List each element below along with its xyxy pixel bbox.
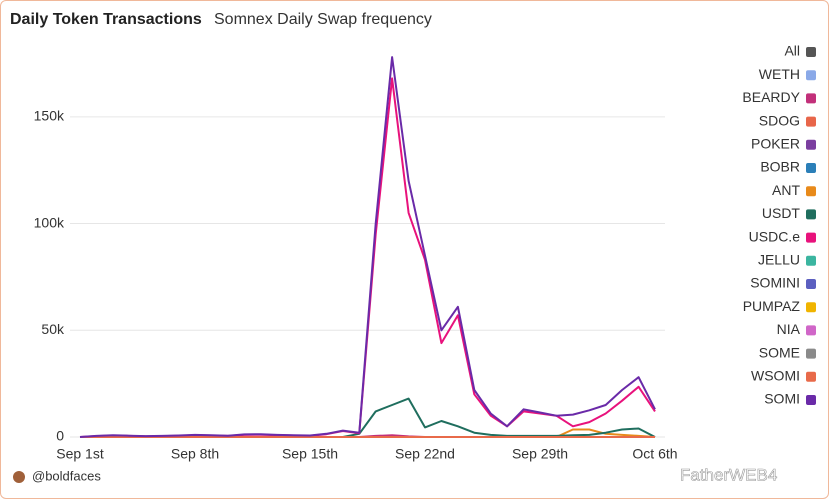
legend-swatch bbox=[806, 348, 816, 359]
legend-label: USDC.e bbox=[749, 228, 801, 244]
legend-swatch bbox=[806, 371, 816, 382]
y-tick-label: 50k bbox=[41, 321, 65, 337]
legend-swatch bbox=[806, 279, 816, 289]
line-series bbox=[79, 56, 656, 438]
legend-label: ANT bbox=[772, 182, 800, 198]
chart-title: Daily Token Transactions bbox=[10, 11, 202, 28]
legend-label: WETH bbox=[759, 66, 800, 82]
legend-label: SDOG bbox=[759, 112, 800, 128]
credit: @boldfaces bbox=[32, 468, 101, 483]
watermark: FatherWEB4 bbox=[680, 465, 777, 484]
legend-label: WSOMI bbox=[751, 368, 800, 384]
y-tick-label: 150k bbox=[34, 108, 65, 124]
avatar bbox=[13, 471, 25, 483]
legend-swatch bbox=[806, 209, 816, 220]
x-tick-label: Sep 1st bbox=[56, 446, 104, 462]
legend-swatch bbox=[806, 93, 816, 104]
legend-label: All bbox=[784, 43, 800, 59]
x-tick-label: Sep 29th bbox=[512, 446, 568, 462]
legend-swatch bbox=[806, 302, 816, 313]
legend-label: SOMI bbox=[764, 391, 800, 407]
legend-label: USDT bbox=[762, 205, 801, 221]
legend-label: BEARDY bbox=[742, 89, 800, 105]
legend-label: BOBR bbox=[760, 159, 800, 175]
legend-swatch bbox=[806, 70, 816, 81]
legend-label: SOME bbox=[759, 344, 800, 360]
legend-swatch bbox=[806, 139, 816, 150]
line-series bbox=[79, 77, 656, 438]
legend-swatch bbox=[806, 255, 816, 266]
legend-label: JELLU bbox=[758, 252, 800, 268]
legend-swatch bbox=[806, 325, 816, 336]
chart-subtitle: Somnex Daily Swap frequency bbox=[214, 11, 432, 28]
legend-swatch bbox=[806, 163, 816, 173]
x-tick-label: Sep 22nd bbox=[395, 446, 455, 462]
legend-swatch bbox=[806, 395, 816, 405]
legend-label: NIA bbox=[777, 321, 801, 337]
x-tick-label: Oct 6th bbox=[632, 446, 677, 462]
legend-swatch bbox=[806, 47, 816, 57]
y-tick-label: 0 bbox=[56, 428, 64, 444]
y-tick-label: 100k bbox=[34, 214, 65, 230]
legend-swatch bbox=[806, 186, 816, 197]
legend-label: SOMINI bbox=[750, 275, 800, 291]
legend-swatch bbox=[806, 232, 816, 243]
legend-swatch bbox=[806, 116, 816, 127]
x-tick-label: Sep 8th bbox=[171, 446, 219, 462]
x-tick-label: Sep 15th bbox=[282, 446, 338, 462]
legend-label: POKER bbox=[751, 136, 800, 152]
legend-label: PUMPAZ bbox=[743, 298, 801, 314]
